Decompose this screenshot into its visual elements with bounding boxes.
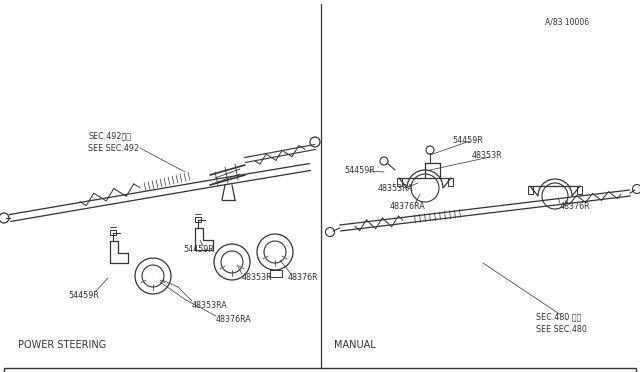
- Text: 48376R: 48376R: [288, 273, 319, 282]
- Text: 48353RA: 48353RA: [192, 301, 228, 310]
- Text: SEE SEC.492: SEE SEC.492: [88, 144, 139, 153]
- Text: SEE SEC.480: SEE SEC.480: [536, 326, 587, 334]
- Circle shape: [632, 185, 640, 193]
- Text: 48376RA: 48376RA: [390, 202, 426, 211]
- Text: 48353R: 48353R: [242, 273, 273, 282]
- Bar: [528, 186, 533, 194]
- Text: 54459R: 54459R: [344, 166, 375, 174]
- Text: 54459R: 54459R: [452, 135, 483, 144]
- Text: A/83 10006: A/83 10006: [545, 17, 589, 26]
- Text: MANUAL: MANUAL: [334, 340, 376, 350]
- Text: SEC.480 参照: SEC.480 参照: [536, 312, 581, 321]
- Bar: [577, 186, 582, 194]
- Text: 48376RA: 48376RA: [216, 315, 252, 324]
- Circle shape: [135, 258, 171, 294]
- Circle shape: [426, 146, 434, 154]
- Bar: [110, 230, 116, 235]
- Circle shape: [542, 183, 568, 209]
- Circle shape: [257, 234, 293, 270]
- Text: 48353R: 48353R: [472, 151, 502, 160]
- Circle shape: [142, 265, 164, 287]
- Text: POWER STEERING: POWER STEERING: [18, 340, 106, 350]
- Text: 54459R: 54459R: [68, 291, 99, 299]
- Text: 48353RA: 48353RA: [378, 183, 413, 192]
- Circle shape: [310, 137, 320, 147]
- Circle shape: [326, 228, 335, 237]
- Text: SEC.492参照: SEC.492参照: [88, 131, 131, 141]
- Bar: [448, 178, 453, 186]
- Circle shape: [411, 174, 439, 202]
- Text: 54459R: 54459R: [183, 246, 214, 254]
- Circle shape: [380, 157, 388, 165]
- Circle shape: [214, 244, 250, 280]
- Bar: [195, 217, 201, 222]
- Circle shape: [221, 251, 243, 273]
- Circle shape: [0, 213, 9, 223]
- Circle shape: [264, 241, 286, 263]
- Bar: [397, 178, 402, 186]
- Bar: [270, 270, 282, 277]
- Text: 48376R: 48376R: [560, 202, 591, 211]
